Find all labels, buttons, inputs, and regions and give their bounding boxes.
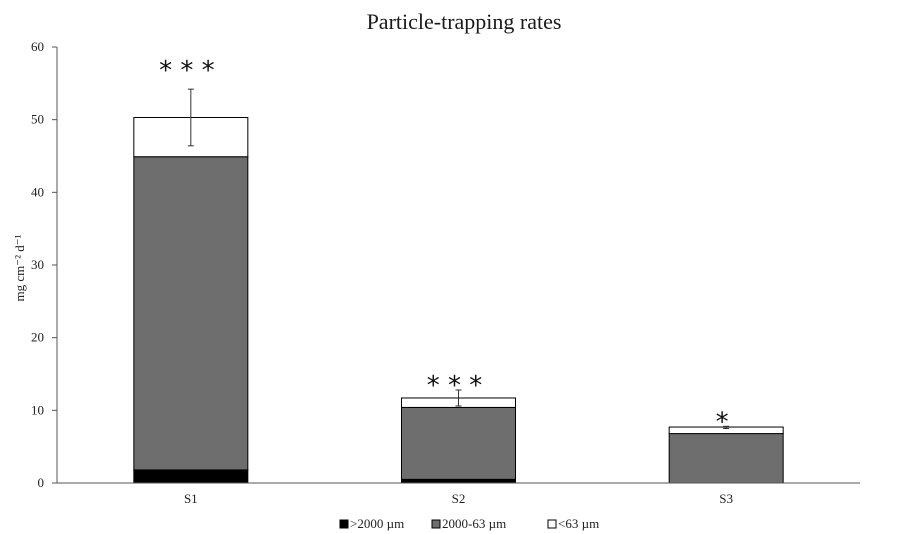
bar-segment-s1-0 <box>133 469 249 484</box>
y-axis-label: mg cm⁻² d⁻¹ <box>12 234 27 301</box>
significance-mark-s2: * * * <box>427 371 483 401</box>
bars <box>133 116 784 484</box>
legend: >2000 µm 2000-63 µm <63 µm <box>339 516 599 531</box>
x-tick-label: S2 <box>452 491 466 506</box>
y-tick-label: 40 <box>31 184 44 199</box>
x-tick-label: S1 <box>184 491 198 506</box>
significance-mark-s3: * <box>716 407 729 437</box>
bar-segment-s1-1 <box>133 156 249 471</box>
y-tick-label: 20 <box>31 330 44 345</box>
legend-swatch <box>431 519 441 529</box>
y-tick-label: 60 <box>31 39 44 54</box>
chart-title: Particle-trapping rates <box>367 9 562 34</box>
significance-mark-s1: * * * <box>159 56 215 86</box>
y-tick-label: 10 <box>31 402 44 417</box>
y-tick-label: 50 <box>31 112 44 127</box>
legend-swatch <box>339 519 349 529</box>
x-tick-label: S3 <box>719 491 733 506</box>
legend-label: <63 µm <box>558 516 599 531</box>
x-axis-ticks: S1 S2 S3 <box>184 491 733 506</box>
bar-segment-s2-0 <box>401 478 516 484</box>
y-axis-ticks: 0 10 20 30 40 50 60 <box>31 39 57 490</box>
y-tick-label: 30 <box>31 257 44 272</box>
bar-segment-s2-1 <box>401 406 516 480</box>
legend-label: >2000 µm <box>350 516 404 531</box>
significance-marks: * * * * * * * <box>159 56 729 437</box>
error-bars <box>187 88 730 429</box>
legend-swatch <box>547 519 557 529</box>
y-tick-label: 0 <box>38 475 45 490</box>
bar-segment-s3-1 <box>668 433 784 484</box>
legend-label: 2000-63 µm <box>442 516 506 531</box>
